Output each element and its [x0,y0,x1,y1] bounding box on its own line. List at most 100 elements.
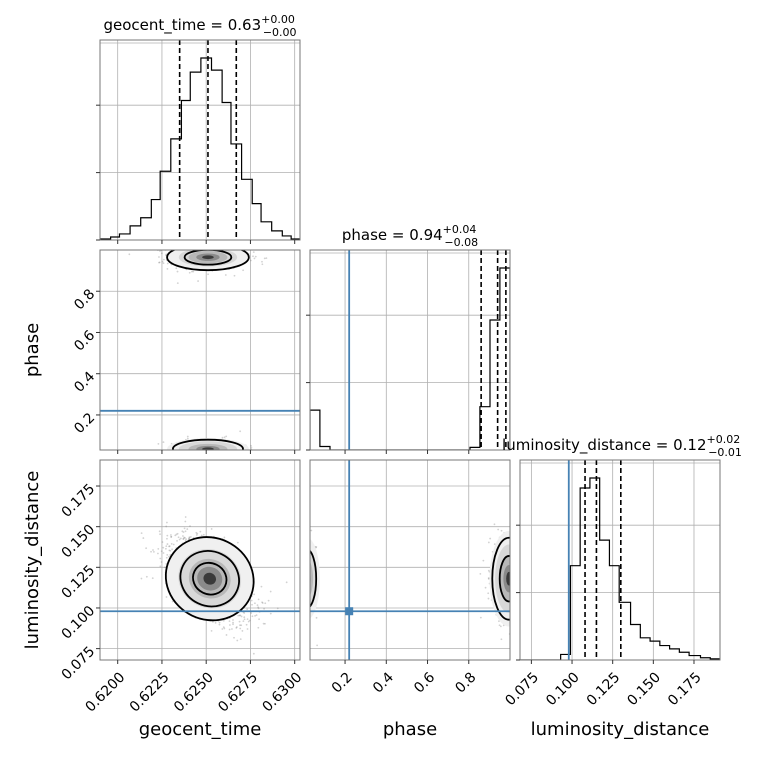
scatter-point [307,607,309,609]
scatter-point [511,571,513,573]
scatter-point [187,537,190,540]
scatter-point [189,454,191,456]
scatter-point [511,587,513,589]
scatter-point [194,453,196,455]
density-level [305,573,309,585]
scatter-point [522,590,524,592]
scatter-point [188,456,190,458]
panel-content [100,460,300,660]
scatter-point [192,455,194,457]
scatter-point [212,245,214,247]
panel-content [291,460,528,660]
scatter-point [518,531,520,533]
scatter-point [184,536,186,539]
scatter-point [183,527,186,530]
scatter-point [232,619,234,621]
scatter-point [207,456,209,458]
scatter-point [230,248,232,250]
scatter-point [515,600,517,602]
scatter-point [514,567,516,569]
title-luminosity_distance: luminosity_distance = 0.12+0.02 −0.01 [502,433,742,459]
scatter-point [233,636,235,639]
scatter-point [215,247,217,249]
scatter-point [175,533,178,536]
scatter-point [511,578,513,580]
scatter-point [513,567,515,569]
scatter-point [487,577,490,579]
scatter-point [523,613,525,615]
scatter-point [208,454,210,456]
scatter-point [223,436,226,439]
scatter-point [162,258,165,261]
scatter-point [304,567,306,569]
scatter-point [230,245,232,247]
scatter-point [227,451,229,453]
scatter-point [297,582,299,584]
scatter-point [514,562,516,564]
scatter-point [160,561,163,563]
scatter-point [206,454,208,456]
title-minus: −0.01 [708,446,742,459]
contour-line [491,536,510,621]
panel-frame [99,39,301,241]
scatter-point [239,627,242,630]
scatter-point [220,450,222,452]
scatter-point [512,635,514,637]
scatter-point [487,577,490,580]
scatter-point [304,606,306,608]
scatter-point [184,520,187,523]
scatter-point [511,571,513,573]
scatter-point [512,599,514,601]
scatter-point [201,247,203,249]
scatter-point [516,648,518,650]
scatter-point [498,620,500,623]
panel-frame [99,249,301,451]
scatter-point [487,569,490,572]
scatter-point [518,555,520,557]
scatter-point [250,446,253,449]
scatter-point [159,533,161,536]
scatter-point [198,248,200,250]
scatter-point [516,544,518,546]
scatter-point [232,623,234,626]
scatter-point [202,454,204,456]
scatter-point [526,535,528,537]
scatter-point [511,577,513,579]
scatter-point [243,618,246,621]
scatter-point [157,442,160,445]
scatter-point [152,549,154,551]
panel-frame [309,249,511,451]
scatter-point [235,247,237,249]
grid [310,250,510,450]
scatter-point [512,628,514,630]
scatter-point [515,605,517,607]
scatter-point [514,573,516,575]
scatter-point [211,452,213,454]
scatter-point [514,564,516,566]
scatter-point [171,600,174,603]
scatter-point [304,614,306,616]
y-tick-label: 0.125 [59,562,99,602]
scatter-point [291,598,293,600]
scatter-point [511,583,513,585]
scatter-point [162,441,165,444]
panel-content [100,40,300,240]
scatter-point [295,571,297,573]
scatter-point [264,622,266,625]
scatter-point [511,549,513,551]
contour-line [172,438,244,450]
scatter-point [304,545,306,547]
scatter-point [511,542,513,544]
scatter-point [305,632,307,634]
scatter-point [304,592,306,594]
scatter-point [513,586,515,588]
scatter-point [219,452,221,454]
scatter-point [166,543,169,545]
scatter-point [257,598,260,601]
scatter-point [514,585,516,587]
scatter-point [303,614,305,616]
scatter-point [249,244,251,246]
scatter-point [165,545,168,548]
scatter-point [237,614,240,617]
x-tick-label: 0.100 [543,669,583,709]
